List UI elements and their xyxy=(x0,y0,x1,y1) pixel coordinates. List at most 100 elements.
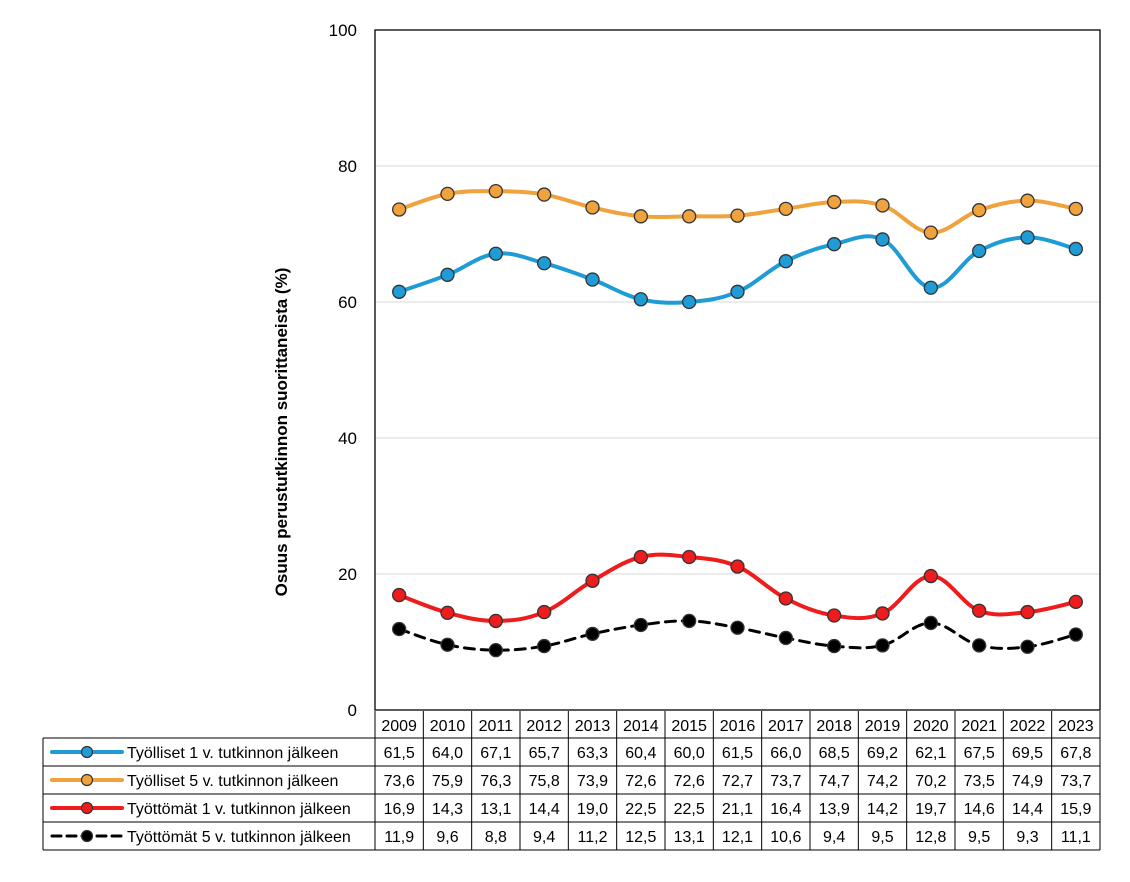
x-tick-label: 2011 xyxy=(479,718,514,735)
data-point xyxy=(827,608,842,623)
data-point xyxy=(923,280,938,295)
data-table-value: 13,1 xyxy=(674,829,705,846)
data-point xyxy=(923,615,938,631)
data-table-value: 8,8 xyxy=(485,829,507,846)
data-point xyxy=(875,232,890,247)
data-point xyxy=(1068,594,1083,610)
data-table-value: 69,5 xyxy=(1012,745,1043,762)
data-table-value: 74,9 xyxy=(1012,773,1043,790)
data-table-value: 61,5 xyxy=(384,745,415,762)
x-tick-label: 2010 xyxy=(430,718,466,735)
y-tick-label: 80 xyxy=(338,157,357,176)
y-axis-label-group: Osuus perustutkinnon suorittaneista (%) xyxy=(272,268,291,597)
data-point xyxy=(778,254,793,269)
data-point xyxy=(537,604,552,620)
data-point xyxy=(585,200,600,215)
data-point xyxy=(1020,639,1035,654)
gridlines xyxy=(375,165,1100,575)
legend-label: Työlliset 5 v. tutkinnon jälkeen xyxy=(127,773,338,790)
data-point xyxy=(730,284,745,299)
data-point xyxy=(537,256,552,271)
data-table-value: 67,8 xyxy=(1060,745,1091,762)
data-point xyxy=(440,267,455,282)
data-table-value: 63,3 xyxy=(577,745,608,762)
data-table-value: 70,2 xyxy=(915,773,946,790)
x-tick-label: 2019 xyxy=(865,718,901,735)
data-table: 2009 2010 2011 2012 2013 2014 2015 2016 2017 2018… xyxy=(42,711,1101,851)
data-point xyxy=(537,638,552,654)
data-point xyxy=(633,209,648,224)
data-table-value: 14,2 xyxy=(867,801,898,818)
y-axis-label: Osuus perustutkinnon suorittaneista (%) xyxy=(272,268,291,597)
data-point xyxy=(827,237,842,252)
data-table-value: 74,2 xyxy=(867,773,898,790)
data-table-value: 66,0 xyxy=(770,745,801,762)
data-point xyxy=(633,292,648,307)
data-point xyxy=(972,603,987,618)
data-table-value: 9,6 xyxy=(436,829,458,846)
data-table-value: 21,1 xyxy=(722,801,753,818)
data-table-value: 74,7 xyxy=(819,773,850,790)
data-table-value: 22,5 xyxy=(674,801,705,818)
data-point xyxy=(440,605,455,620)
legend-label: Työlliset 1 v. tutkinnon jälkeen xyxy=(127,745,338,762)
data-table-value: 65,7 xyxy=(529,745,560,762)
data-table-value: 68,5 xyxy=(819,745,850,762)
data-table-value: 14,4 xyxy=(1012,801,1043,818)
series-lines xyxy=(392,184,1083,658)
data-point xyxy=(778,201,793,216)
data-point xyxy=(392,284,407,299)
data-point xyxy=(488,613,503,629)
data-point xyxy=(875,198,890,213)
data-table-value: 9,5 xyxy=(968,829,990,846)
data-point xyxy=(1068,627,1083,642)
legend-key-marker xyxy=(80,801,94,815)
x-tick-label: 2014 xyxy=(623,718,659,735)
data-table-value: 12,5 xyxy=(625,829,656,846)
x-tick-label: 2018 xyxy=(816,718,852,735)
x-tick-label: 2012 xyxy=(526,718,562,735)
legend-key-marker xyxy=(80,773,94,787)
data-table-value: 67,1 xyxy=(480,745,511,762)
data-table-value: 76,3 xyxy=(480,773,511,790)
data-table-value: 73,7 xyxy=(770,773,801,790)
data-point xyxy=(875,606,890,621)
data-table-value: 75,9 xyxy=(432,773,463,790)
y-tick-label: 40 xyxy=(338,429,357,448)
data-table-value: 22,5 xyxy=(625,801,656,818)
y-tick-label: 100 xyxy=(329,21,357,40)
data-point xyxy=(730,208,745,223)
x-tick-label: 2015 xyxy=(671,718,707,735)
data-point xyxy=(1068,241,1083,257)
legend-key-marker xyxy=(80,745,94,759)
data-point xyxy=(392,587,407,603)
data-point xyxy=(778,591,793,606)
data-table-value: 9,5 xyxy=(871,829,893,846)
x-tick-label: 2021 xyxy=(961,718,997,735)
data-point xyxy=(972,203,987,218)
data-point xyxy=(1020,230,1035,245)
data-table-value: 13,1 xyxy=(480,801,511,818)
data-table-value: 73,6 xyxy=(384,773,415,790)
data-table-value: 11,1 xyxy=(1061,829,1091,846)
data-point xyxy=(440,186,455,202)
data-table-value: 10,6 xyxy=(770,829,801,846)
data-table-value: 69,2 xyxy=(867,745,898,762)
y-tick-label: 0 xyxy=(348,701,357,720)
data-point xyxy=(585,272,600,287)
data-point xyxy=(682,613,697,629)
x-tick-label: 2016 xyxy=(720,718,756,735)
data-point xyxy=(392,621,407,637)
legend-label: Työttömät 5 v. tutkinnon jälkeen xyxy=(127,829,351,846)
data-point xyxy=(682,549,697,565)
data-point xyxy=(537,187,552,202)
data-point xyxy=(1020,604,1035,620)
x-tick-label: 2023 xyxy=(1058,718,1094,735)
data-point xyxy=(778,630,793,646)
data-table-value: 75,8 xyxy=(529,773,560,790)
legend-key-marker xyxy=(80,829,94,843)
data-table-value: 64,0 xyxy=(432,745,463,762)
data-table-value: 72,6 xyxy=(625,773,656,790)
data-point xyxy=(827,194,842,210)
data-point xyxy=(585,626,600,641)
